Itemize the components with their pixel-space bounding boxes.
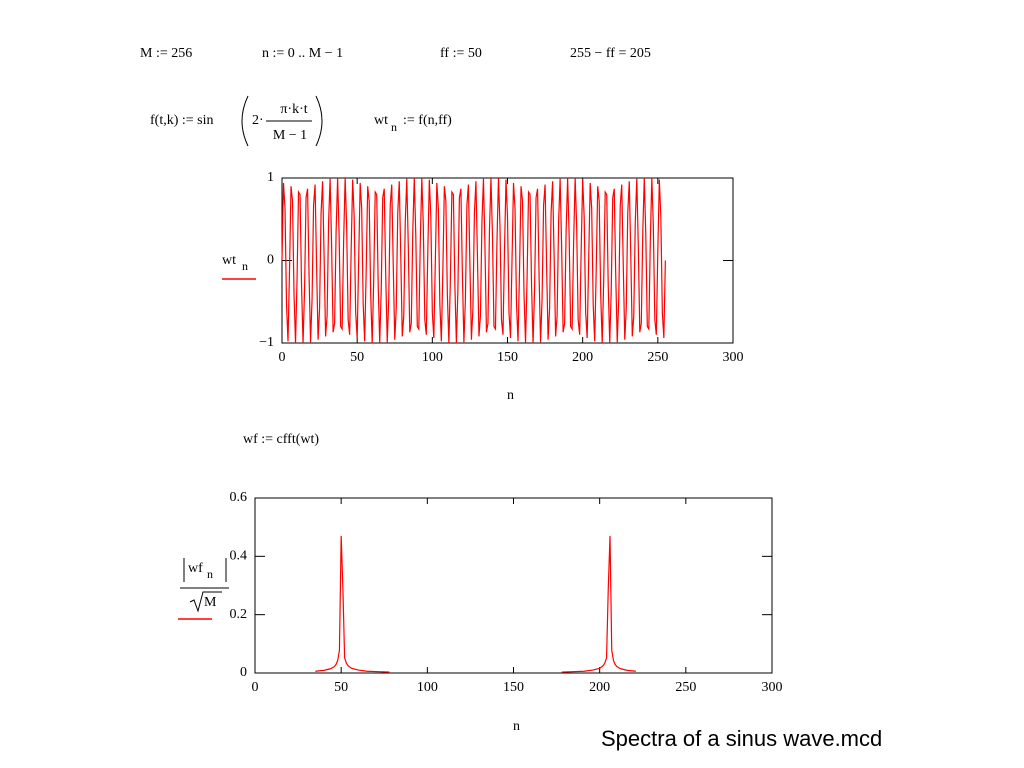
data-line xyxy=(281,177,666,344)
x-tick-label: 300 xyxy=(762,680,783,695)
x-tick-label: 0 xyxy=(252,680,259,695)
y-tick-label: 0.4 xyxy=(230,549,248,564)
definition: 255 − ff = 205 xyxy=(570,46,651,61)
y-tick-label: 0 xyxy=(267,253,274,268)
x-tick-label: 150 xyxy=(497,350,518,365)
x-tick-label: 0 xyxy=(279,350,286,365)
y-axis-label: wt xyxy=(222,253,236,268)
x-tick-label: 200 xyxy=(589,680,610,695)
y-tick-label: 0.2 xyxy=(230,607,248,622)
data-line xyxy=(315,535,636,673)
y-tick-label: −1 xyxy=(259,335,274,350)
x-axis-label: n xyxy=(507,388,514,403)
radical-sign xyxy=(189,591,222,613)
y-axis-label: wf xyxy=(188,561,203,576)
x-tick-label: 100 xyxy=(417,680,438,695)
definition: n := 0 .. M − 1 xyxy=(262,46,343,61)
y-axis-label-subscript: n xyxy=(207,567,213,581)
x-tick-label: 200 xyxy=(572,350,593,365)
y-axis-label-subscript: n xyxy=(242,259,248,273)
paren-left xyxy=(241,95,249,147)
caption: Spectra of a sinus wave.mcd xyxy=(601,726,882,751)
x-axis-label: n xyxy=(513,719,520,734)
x-tick-label: 50 xyxy=(350,350,364,365)
x-tick-label: 100 xyxy=(422,350,443,365)
x-tick-label: 300 xyxy=(723,350,744,365)
assignment-rhs: := f(n,ff) xyxy=(403,113,452,128)
function-denominator: M − 1 xyxy=(273,128,307,143)
assignment-name: wt xyxy=(374,113,388,128)
x-tick-label: 50 xyxy=(334,680,348,695)
y-tick-label: 1 xyxy=(267,170,274,185)
y-tick-label: 0.6 xyxy=(230,490,248,505)
function-numerator: π·k·t xyxy=(280,102,307,117)
y-axis-label-denominator: M xyxy=(204,595,217,610)
fft-definition: wf := cfft(wt) xyxy=(243,432,319,447)
x-tick-label: 150 xyxy=(503,680,524,695)
paren-right xyxy=(315,95,323,147)
x-tick-label: 250 xyxy=(675,680,696,695)
y-tick-label: 0 xyxy=(240,665,247,680)
assignment-subscript: n xyxy=(391,120,397,134)
definition: ff := 50 xyxy=(440,46,482,61)
function-factor: 2· xyxy=(252,113,264,128)
function-lhs: f(t,k) := sin xyxy=(150,113,214,128)
x-tick-label: 250 xyxy=(647,350,668,365)
plot-frame xyxy=(254,497,773,674)
definition: M := 256 xyxy=(140,46,192,61)
